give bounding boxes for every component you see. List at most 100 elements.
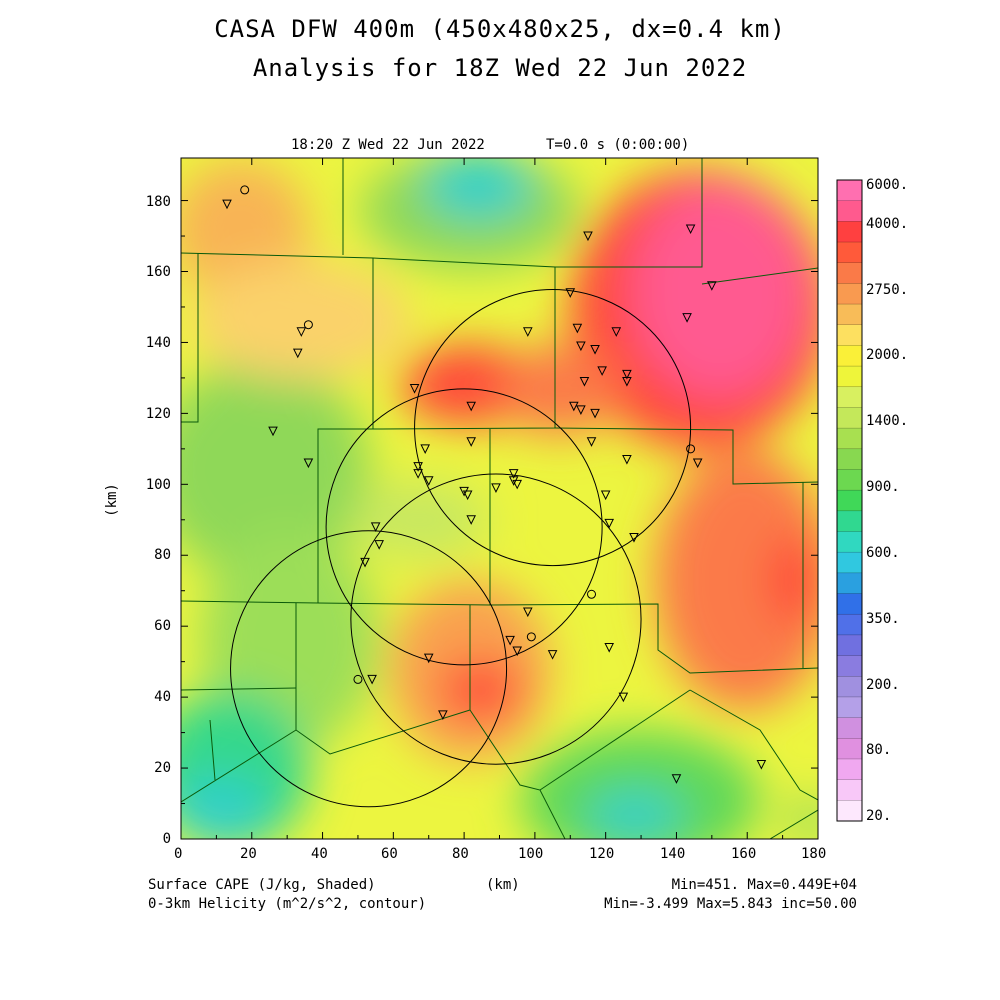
y-tick-label: 60 bbox=[154, 618, 171, 634]
station-marker bbox=[409, 384, 420, 394]
colorbar-swatch bbox=[837, 634, 862, 657]
title-line-2: Analysis for 18Z Wed 22 Jun 2022 bbox=[252, 54, 748, 82]
station-marker bbox=[579, 376, 590, 387]
site-marker bbox=[686, 444, 696, 454]
x-tick-label: 180 bbox=[801, 846, 827, 862]
station-marker bbox=[576, 341, 586, 352]
site-marker bbox=[526, 632, 536, 642]
radar-range-circle bbox=[350, 473, 642, 765]
colorbar-swatch bbox=[837, 304, 862, 326]
station-marker bbox=[622, 369, 632, 380]
colorbar-swatch bbox=[837, 200, 862, 222]
station-marker bbox=[586, 437, 597, 447]
station-marker bbox=[692, 458, 703, 469]
y-tick-label: 20 bbox=[154, 760, 171, 776]
y-tick-label: 80 bbox=[154, 547, 171, 563]
colorbar-label: 900. bbox=[866, 479, 900, 495]
y-tick-label: 0 bbox=[162, 831, 171, 847]
station-marker bbox=[505, 635, 515, 646]
station-marker bbox=[413, 469, 423, 479]
x-tick-label: 40 bbox=[311, 846, 328, 862]
station-markers bbox=[222, 185, 767, 784]
site-marker bbox=[587, 589, 597, 599]
station-marker bbox=[569, 401, 579, 412]
station-marker bbox=[590, 408, 600, 419]
site-marker bbox=[303, 320, 313, 330]
title-line-1: CASA DFW 400m (450x480x25, dx=0.4 km) bbox=[214, 15, 786, 43]
colorbar-swatch bbox=[837, 717, 862, 739]
x-tick-label: 140 bbox=[660, 846, 686, 862]
colorbar-swatch bbox=[837, 386, 862, 408]
colorbar-label: 1400. bbox=[866, 413, 909, 429]
colorbar-label: 200. bbox=[866, 677, 900, 693]
shading-field-label: Surface CAPE (J/kg, Shaded) bbox=[148, 877, 376, 893]
station-marker bbox=[611, 327, 622, 337]
colorbar-swatch bbox=[837, 779, 862, 801]
colorbar-swatch bbox=[837, 428, 862, 450]
station-marker bbox=[523, 327, 533, 337]
x-tick-label: 80 bbox=[452, 846, 469, 862]
colorbar-swatch bbox=[837, 531, 862, 553]
station-marker bbox=[466, 401, 476, 412]
colorbar-swatch bbox=[837, 180, 862, 202]
x-tick-label: 20 bbox=[240, 846, 257, 862]
station-marker bbox=[629, 533, 639, 543]
station-marker bbox=[576, 405, 586, 415]
station-marker bbox=[682, 313, 692, 323]
station-marker bbox=[597, 366, 607, 376]
y-tick-label: 100 bbox=[145, 477, 171, 493]
station-marker bbox=[292, 348, 303, 359]
station-marker bbox=[590, 345, 600, 355]
station-marker bbox=[303, 458, 314, 469]
station-marker bbox=[512, 479, 523, 490]
station-marker bbox=[565, 288, 576, 298]
station-marker bbox=[466, 515, 476, 525]
y-tick-label: 120 bbox=[145, 406, 171, 422]
colorbar-swatch bbox=[837, 572, 862, 595]
colorbar-label: 2000. bbox=[866, 347, 909, 363]
colorbar-swatch bbox=[837, 262, 862, 284]
station-marker bbox=[423, 653, 434, 664]
contour-field-label: 0-3km Helicity (m^2/s^2, contour) bbox=[148, 896, 427, 912]
y-tick-label: 180 bbox=[145, 194, 171, 210]
colorbar-swatch bbox=[837, 221, 862, 243]
station-marker bbox=[622, 376, 632, 387]
station-marker bbox=[413, 462, 423, 472]
colorbar-swatch bbox=[837, 655, 862, 677]
colorbar bbox=[836, 179, 863, 822]
colorbar-swatch bbox=[837, 283, 862, 305]
colorbar-label: 350. bbox=[866, 611, 900, 627]
station-marker bbox=[420, 444, 430, 454]
y-tick-label: 140 bbox=[145, 335, 171, 351]
station-marker bbox=[438, 710, 448, 720]
valid-time-label: 18:20 Z Wed 22 Jun 2022 bbox=[291, 137, 485, 153]
station-marker bbox=[367, 674, 377, 685]
x-tick-label: 100 bbox=[518, 846, 544, 862]
colorbar-swatch bbox=[837, 490, 862, 512]
colorbar-swatch bbox=[837, 614, 862, 636]
station-marker bbox=[374, 540, 384, 550]
station-marker bbox=[671, 774, 682, 784]
station-marker bbox=[296, 327, 307, 337]
colorbar-swatch bbox=[837, 696, 862, 719]
colorbar-frame bbox=[836, 179, 863, 822]
colorbar-swatch bbox=[837, 324, 862, 346]
radar-range-circle bbox=[325, 388, 603, 666]
station-marker bbox=[756, 760, 767, 770]
colorbar-label: 20. bbox=[866, 808, 892, 824]
station-marker bbox=[604, 518, 615, 529]
colorbar-swatch bbox=[837, 469, 862, 491]
radar-range-circle bbox=[414, 289, 692, 567]
x-tick-label: 0 bbox=[174, 846, 183, 862]
station-marker bbox=[572, 323, 583, 334]
cape-shading bbox=[181, 158, 818, 839]
colorbar-swatch bbox=[837, 510, 862, 533]
station-marker bbox=[523, 607, 533, 618]
station-marker bbox=[466, 437, 476, 447]
colorbar-swatch bbox=[837, 345, 862, 367]
county-boundaries bbox=[181, 158, 818, 839]
station-marker bbox=[604, 642, 615, 653]
x-tick-label: 160 bbox=[731, 846, 757, 862]
station-marker bbox=[512, 646, 523, 657]
